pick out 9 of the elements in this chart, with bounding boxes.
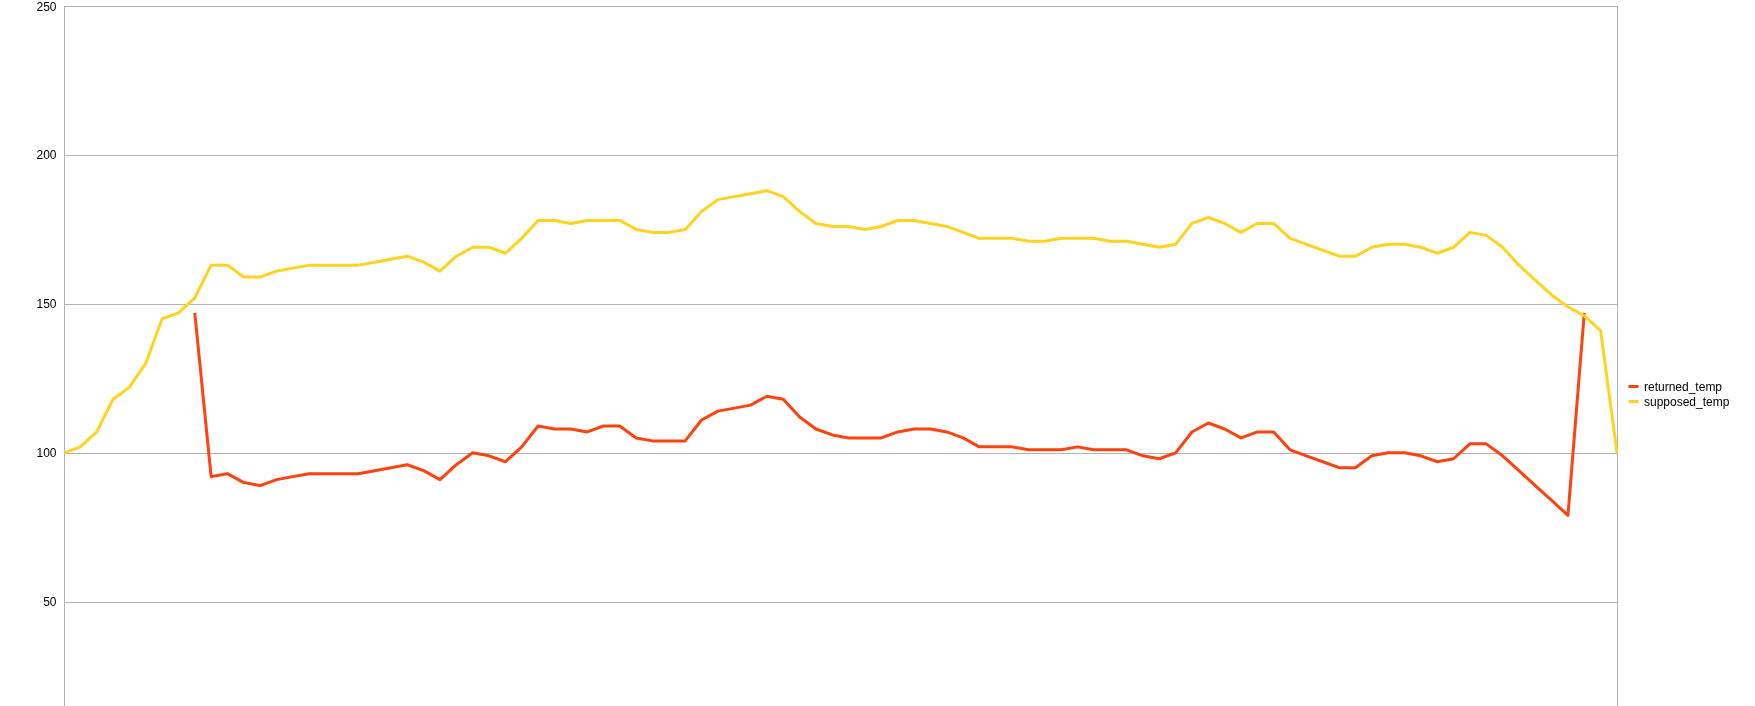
- y-tick-label: 200: [36, 148, 57, 163]
- y-tick-label: 100: [36, 446, 57, 461]
- legend-label: returned_temp: [1644, 379, 1723, 394]
- y-tick-label: 250: [36, 0, 57, 14]
- y-tick-label: 150: [36, 297, 57, 312]
- y-tick-label: 50: [43, 595, 57, 610]
- line-series: [193, 311, 1586, 517]
- line-series: [62, 189, 1619, 455]
- legend-label: supposed_temp: [1644, 394, 1730, 409]
